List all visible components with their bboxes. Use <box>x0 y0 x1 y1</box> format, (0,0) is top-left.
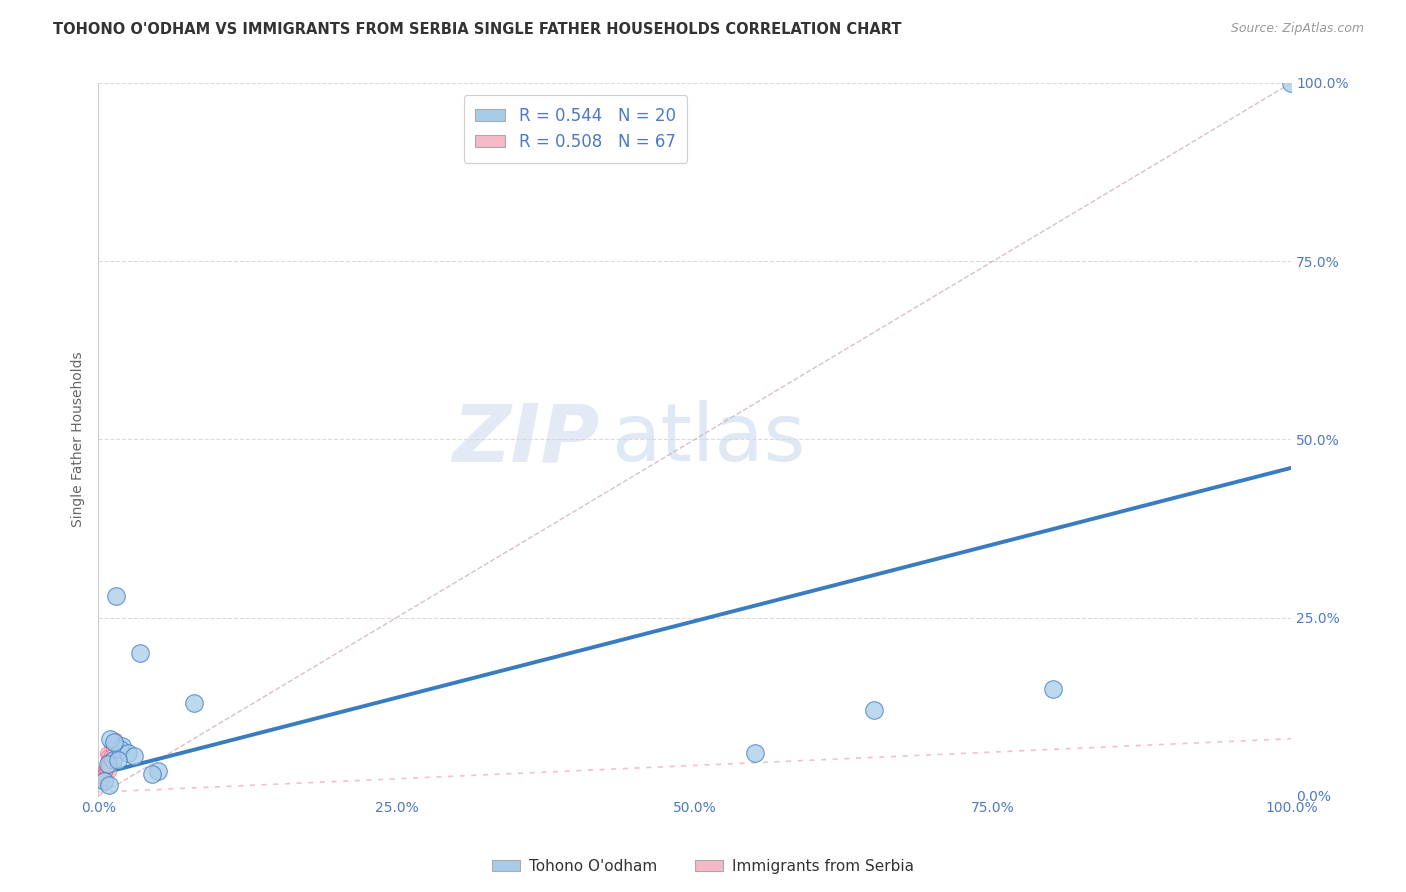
Point <box>97 756 120 771</box>
Point <box>98 753 121 767</box>
Point <box>98 753 121 767</box>
Point <box>744 746 766 760</box>
Point <box>91 774 114 789</box>
Text: TOHONO O'ODHAM VS IMMIGRANTS FROM SERBIA SINGLE FATHER HOUSEHOLDS CORRELATION CH: TOHONO O'ODHAM VS IMMIGRANTS FROM SERBIA… <box>53 22 901 37</box>
Point <box>97 756 120 771</box>
Point <box>94 764 117 778</box>
Point <box>96 760 118 774</box>
Point <box>94 764 117 778</box>
Point <box>97 753 120 767</box>
Point <box>141 767 163 781</box>
Text: atlas: atlas <box>612 401 806 478</box>
Point <box>100 742 122 756</box>
Point <box>97 753 120 767</box>
Point <box>91 771 114 785</box>
Point <box>98 753 121 767</box>
Point <box>94 764 117 778</box>
Point <box>98 749 121 764</box>
Point <box>96 760 118 774</box>
Y-axis label: Single Father Households: Single Father Households <box>72 351 86 527</box>
Point <box>111 739 134 753</box>
Point <box>146 764 169 778</box>
Point <box>97 760 120 774</box>
Point <box>93 774 115 789</box>
Point <box>94 764 117 778</box>
Point <box>96 760 118 774</box>
Point <box>97 756 120 771</box>
Point <box>101 746 124 760</box>
Point <box>94 760 117 774</box>
Point <box>91 771 114 785</box>
Point <box>93 767 115 781</box>
Point <box>93 767 115 781</box>
Point <box>94 760 117 774</box>
Point <box>93 767 115 781</box>
Point <box>98 753 121 767</box>
Point <box>98 756 121 771</box>
Point <box>93 767 115 781</box>
Point <box>96 760 118 774</box>
Point <box>96 760 118 774</box>
Point <box>1042 681 1064 696</box>
Point <box>94 764 117 778</box>
Point <box>98 778 121 792</box>
Point <box>93 767 115 781</box>
Point <box>105 731 128 746</box>
Point <box>96 749 118 764</box>
Point <box>91 771 114 785</box>
Point <box>98 739 121 753</box>
Point <box>98 753 121 767</box>
Point <box>94 764 117 778</box>
Point <box>183 696 205 710</box>
Point <box>90 774 112 789</box>
Point <box>91 774 114 789</box>
Point <box>98 753 121 767</box>
Point <box>94 764 117 778</box>
Point <box>93 767 115 781</box>
Point <box>98 764 121 778</box>
Point <box>101 753 124 767</box>
Point <box>96 760 118 774</box>
Point <box>91 771 114 785</box>
Point <box>1279 76 1302 90</box>
Point <box>91 771 114 785</box>
Point <box>96 753 118 767</box>
Point <box>93 764 115 778</box>
Point <box>122 749 145 764</box>
Point <box>98 731 121 746</box>
Point <box>91 771 114 785</box>
Point <box>91 767 114 781</box>
Legend: Tohono O'odham, Immigrants from Serbia: Tohono O'odham, Immigrants from Serbia <box>486 853 920 880</box>
Point <box>91 771 114 785</box>
Point <box>105 589 128 603</box>
Point <box>94 746 117 760</box>
Legend: R = 0.544   N = 20, R = 0.508   N = 67: R = 0.544 N = 20, R = 0.508 N = 67 <box>464 95 688 162</box>
Point <box>862 703 884 717</box>
Point <box>98 756 121 771</box>
Point <box>91 764 114 778</box>
Point <box>93 767 115 781</box>
Point <box>93 767 115 781</box>
Point <box>97 756 120 771</box>
Point <box>96 756 118 771</box>
Point <box>97 753 120 767</box>
Point <box>93 767 115 781</box>
Point <box>97 756 120 771</box>
Point <box>107 753 129 767</box>
Point <box>97 756 120 771</box>
Point <box>98 753 121 767</box>
Point <box>98 756 121 771</box>
Text: Source: ZipAtlas.com: Source: ZipAtlas.com <box>1230 22 1364 36</box>
Point <box>103 735 125 749</box>
Point <box>117 746 139 760</box>
Point <box>97 756 120 771</box>
Point <box>129 646 152 660</box>
Text: ZIP: ZIP <box>453 401 599 478</box>
Point <box>108 742 131 756</box>
